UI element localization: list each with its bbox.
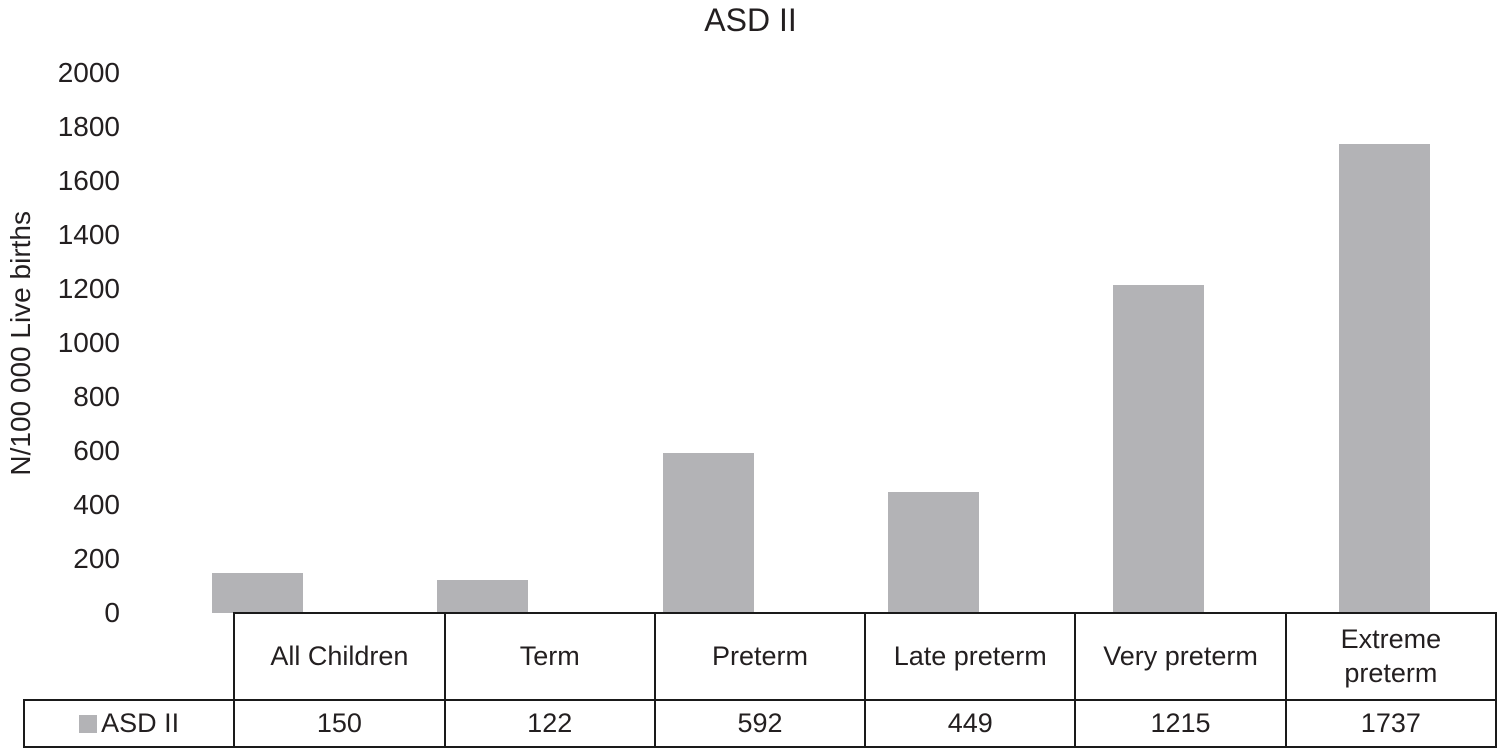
category-label: Preterm	[711, 641, 808, 671]
y-tick-label: 1200	[57, 273, 120, 304]
y-tick-label: 2000	[57, 57, 120, 88]
value-cell: 449	[864, 699, 1077, 748]
value-cell: 1215	[1074, 699, 1287, 748]
value-label: 1215	[1150, 708, 1211, 738]
bar-slot	[370, 73, 595, 613]
y-tick-label: 600	[73, 435, 120, 466]
category-label: Late preterm	[893, 641, 1047, 671]
data-table: All Children Term Preterm Late preterm V…	[22, 612, 1498, 748]
value-cell: 122	[443, 699, 656, 748]
legend-swatch-icon	[79, 715, 98, 733]
value-label: 449	[947, 708, 993, 738]
category-label: Term	[519, 641, 580, 671]
value-label: 1737	[1360, 708, 1421, 738]
bar-slot	[145, 73, 370, 613]
value-cell: 1737	[1284, 699, 1498, 748]
bar-slot	[821, 73, 1046, 613]
y-tick-label: 1000	[57, 327, 120, 358]
plot-area	[145, 73, 1497, 613]
category-header: Term	[443, 612, 656, 701]
bar-slot	[596, 73, 821, 613]
bar	[1338, 144, 1430, 613]
category-header: Extreme preterm	[1284, 612, 1498, 701]
y-axis-ticks: 0 200 400 600 800 1000 1200 1400 1600 1800 2000	[0, 59, 120, 627]
y-tick-label: 200	[73, 543, 120, 574]
category-header: All Children	[233, 612, 446, 701]
category-header: Very preterm	[1074, 612, 1287, 701]
corner-cell	[24, 613, 234, 700]
bar	[437, 580, 529, 613]
category-header: Preterm	[653, 612, 867, 701]
series-value-row: ASD II 150 122 592 449 1215 1737	[22, 699, 1498, 748]
category-header: Late preterm	[864, 612, 1077, 701]
legend-label: ASD II	[101, 708, 180, 738]
value-label: 592	[737, 708, 783, 738]
value-label: 122	[527, 708, 573, 738]
category-label: All Children	[270, 641, 409, 671]
bar	[888, 491, 980, 613]
value-cell: 150	[233, 699, 446, 748]
chart-title: ASD II	[704, 2, 797, 38]
bar	[212, 572, 304, 613]
bar-slot	[1272, 73, 1497, 613]
y-tick-label: 0	[104, 597, 120, 628]
value-label: 150	[316, 708, 362, 738]
y-tick-label: 800	[73, 381, 120, 412]
category-label: Extreme preterm	[1340, 623, 1442, 688]
bar	[1113, 284, 1205, 613]
bar-slot	[1046, 73, 1271, 613]
y-tick-label: 1400	[57, 219, 120, 250]
y-tick-label: 1600	[57, 165, 120, 196]
category-header-row: All Children Term Preterm Late preterm V…	[24, 612, 1498, 701]
y-tick-label: 1800	[57, 111, 120, 142]
category-label: Very preterm	[1103, 641, 1258, 671]
bar	[662, 453, 754, 613]
y-tick-label: 400	[73, 489, 120, 520]
legend-cell: ASD II	[22, 699, 236, 748]
value-cell: 592	[653, 699, 867, 748]
